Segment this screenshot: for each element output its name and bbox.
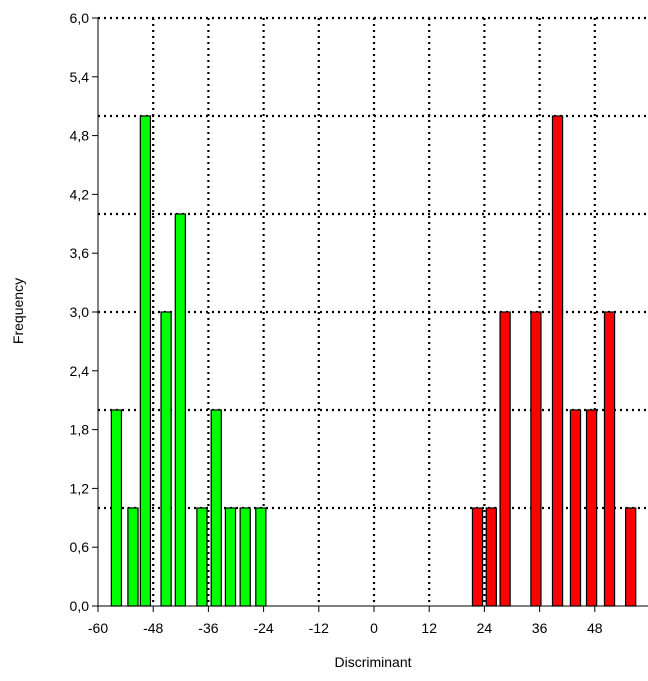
- bar: [569, 409, 582, 607]
- tick-labels: 0,0 0,6 1,2 1,8 2,4 3,0 3,6 4,2 4,8 5,4 6,0 -60 -48 -…: [70, 10, 603, 636]
- y-tick-label: 6,0: [70, 10, 90, 26]
- x-tick-label: 36: [532, 620, 548, 636]
- bar: [239, 507, 251, 607]
- y-tick-label: 3,0: [70, 304, 90, 320]
- bar: [499, 311, 511, 607]
- y-tick-label: 4,2: [70, 186, 90, 202]
- bar: [255, 507, 267, 607]
- y-tick-label: 1,8: [70, 422, 90, 438]
- y-tick-label: 2,4: [70, 363, 90, 379]
- bar: [110, 409, 123, 607]
- bar: [224, 507, 237, 607]
- bar: [485, 507, 497, 607]
- y-axis-label: Frequency: [10, 278, 26, 344]
- y-tick-label: 3,6: [70, 245, 90, 261]
- y-tick-label: 0,0: [70, 598, 90, 614]
- bar: [174, 213, 186, 607]
- bar: [139, 115, 152, 607]
- x-tick-label: -48: [143, 620, 163, 636]
- bar: [625, 507, 637, 607]
- bar: [196, 507, 208, 607]
- x-axis-label: Discriminant: [334, 654, 411, 670]
- bar: [210, 409, 222, 607]
- y-tick-label: 5,4: [70, 69, 90, 85]
- bar: [127, 507, 139, 607]
- bar: [603, 311, 616, 607]
- x-tick-label: -24: [253, 620, 273, 636]
- y-tick-label: 4,8: [70, 128, 90, 144]
- x-tick-label: 24: [477, 620, 493, 636]
- bar: [585, 409, 598, 607]
- x-tick-label: 48: [587, 620, 603, 636]
- y-tick-label: 1,2: [70, 480, 90, 496]
- x-tick-label: 0: [370, 620, 378, 636]
- x-tick-label: 12: [421, 620, 437, 636]
- x-tick-label: -60: [88, 620, 108, 636]
- bars: [110, 115, 637, 607]
- bar: [160, 311, 172, 607]
- bar: [471, 507, 484, 607]
- bar: [551, 115, 564, 607]
- y-tick-label: 0,6: [70, 539, 90, 555]
- x-tick-label: -12: [309, 620, 329, 636]
- x-tick-label: -36: [198, 620, 218, 636]
- bar: [530, 311, 542, 607]
